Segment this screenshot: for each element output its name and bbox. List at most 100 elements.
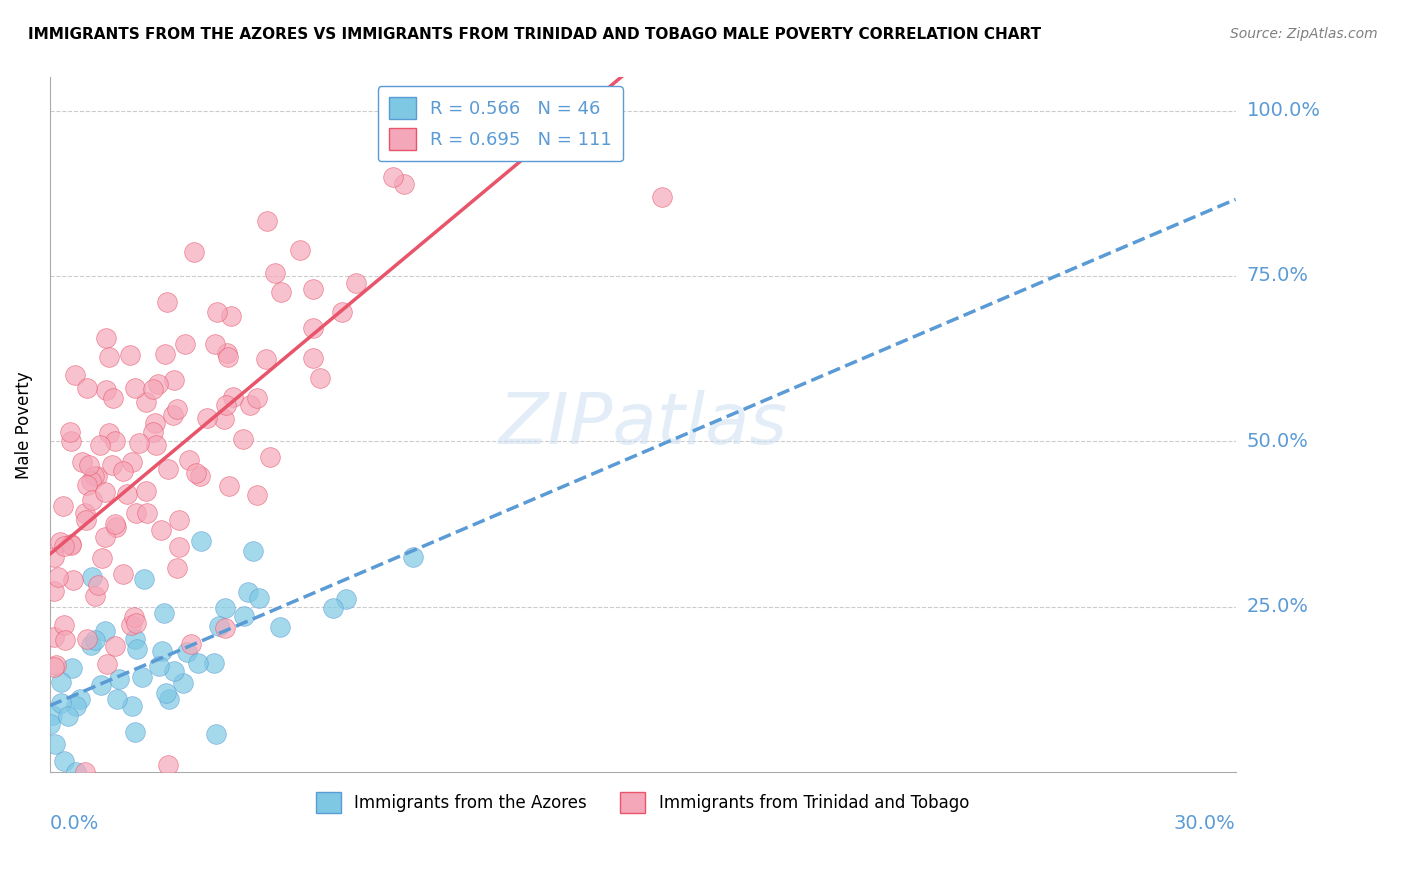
Point (49, 675, 72, 690)
Point (80, 492, 103, 507)
Point (217, 350, 239, 364)
Point (111, 464, 134, 478)
Point (84, 589, 107, 603)
Point (90, 678, 112, 692)
Point (108, 672, 131, 686)
Point (142, 425, 165, 439)
Point (381, 169, 404, 184)
Point (288, 243, 311, 257)
Point (69, 691, 91, 706)
Point (247, 591, 270, 605)
Point (167, 513, 190, 527)
Point (41, 707, 63, 722)
Point (246, 391, 269, 405)
Point (302, 282, 325, 296)
Point (155, 295, 177, 310)
Point (242, 543, 264, 558)
Point (131, 670, 153, 684)
Point (98, 425, 121, 440)
Point (163, 373, 186, 387)
Point (53, 754, 76, 768)
Point (179, 453, 201, 467)
Point (53, 633, 76, 648)
Point (65, 368, 87, 382)
Point (52, 500, 75, 514)
Legend: Immigrants from the Azores, Immigrants from Trinidad and Tobago: Immigrants from the Azores, Immigrants f… (309, 786, 976, 820)
Point (65, 765, 87, 780)
Point (215, 346, 238, 360)
Text: 100.0%: 100.0% (1247, 101, 1320, 120)
Point (65, 698, 87, 713)
Point (44, 550, 66, 565)
Text: 0.0%: 0.0% (49, 814, 98, 833)
Point (221, 390, 243, 404)
Point (143, 416, 166, 430)
Point (98, 350, 121, 364)
Point (60, 538, 83, 552)
Point (146, 376, 169, 391)
Point (214, 601, 236, 615)
Point (219, 309, 242, 323)
Point (150, 644, 173, 658)
Text: Source: ZipAtlas.com: Source: ZipAtlas.com (1230, 27, 1378, 41)
Point (44, 658, 66, 673)
Point (101, 458, 124, 472)
Point (84, 633, 107, 648)
Point (335, 591, 357, 606)
Point (204, 337, 226, 351)
Point (651, 189, 673, 203)
Point (124, 724, 146, 739)
Point (136, 506, 159, 520)
Text: 30.0%: 30.0% (1174, 814, 1236, 833)
Point (153, 346, 176, 360)
Point (142, 382, 165, 396)
Point (94, 485, 117, 500)
Point (212, 411, 235, 425)
Point (127, 641, 149, 656)
Point (79, 474, 101, 488)
Point (49, 534, 72, 549)
Point (73, 765, 96, 780)
Point (246, 488, 269, 502)
Point (132, 572, 155, 586)
Point (394, 177, 416, 191)
Point (90, 550, 112, 565)
Point (46, 570, 69, 584)
Point (172, 676, 194, 690)
Point (238, 584, 260, 599)
Point (218, 479, 240, 493)
Point (152, 607, 174, 621)
Point (53, 540, 76, 554)
Point (155, 686, 177, 700)
Point (86, 578, 108, 592)
Point (59, 434, 82, 448)
Point (94, 530, 117, 544)
Point (86, 468, 108, 483)
Point (80, 570, 103, 584)
Point (60, 537, 83, 551)
Point (79, 638, 101, 652)
Point (120, 348, 142, 362)
Text: 75.0%: 75.0% (1247, 267, 1309, 285)
Point (76, 632, 98, 646)
Point (176, 645, 198, 659)
Text: 25.0%: 25.0% (1247, 598, 1309, 616)
Point (214, 621, 236, 635)
Point (128, 436, 150, 450)
Point (39, 716, 62, 731)
Point (42, 630, 65, 644)
Point (79, 458, 101, 472)
Text: ZIPatlas: ZIPatlas (498, 391, 787, 459)
Point (322, 600, 344, 615)
Point (44, 737, 66, 751)
Point (402, 549, 425, 564)
Point (162, 409, 184, 423)
Point (111, 567, 134, 582)
Point (89, 438, 111, 452)
Point (124, 610, 146, 624)
Point (183, 244, 205, 259)
Point (104, 520, 127, 534)
Point (75, 512, 97, 526)
Point (269, 620, 291, 634)
Point (117, 486, 139, 500)
